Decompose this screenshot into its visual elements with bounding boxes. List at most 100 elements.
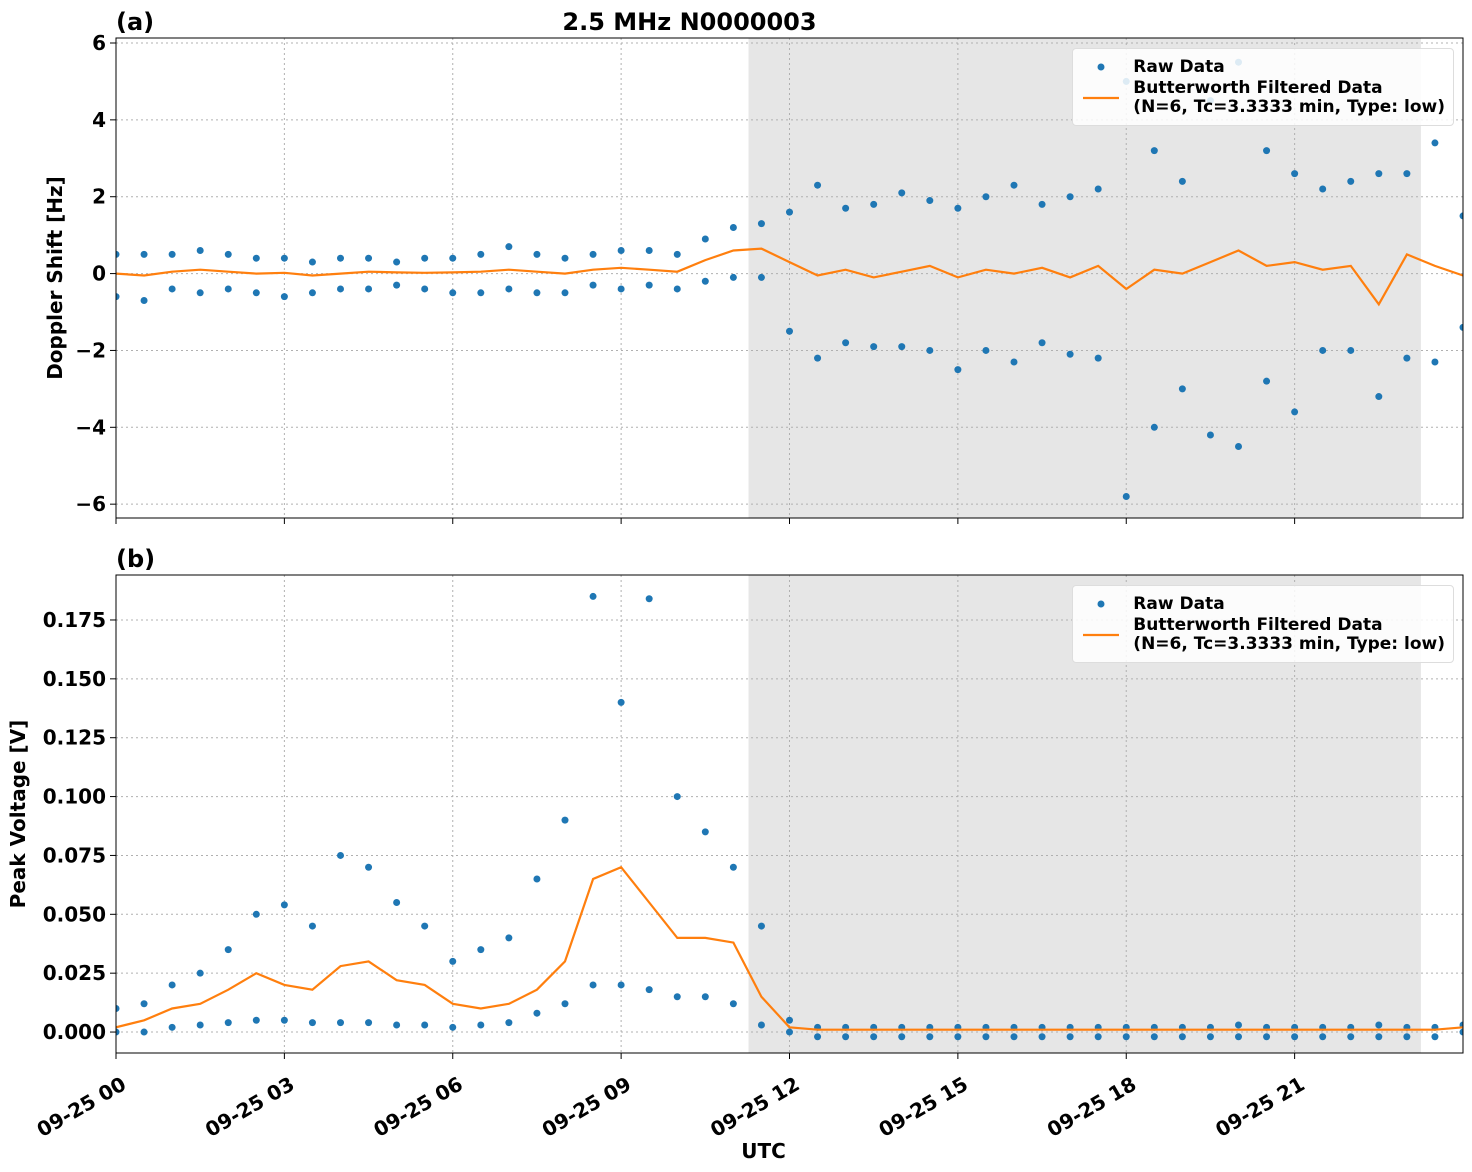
raw-point [673,250,681,258]
raw-point [729,273,737,281]
raw-point [393,281,401,289]
raw-point [701,277,709,285]
raw-point [393,258,401,266]
legend-entry: Raw Data [1081,57,1445,77]
raw-point [168,1023,176,1031]
raw-point [168,285,176,293]
raw-point [1038,1033,1046,1041]
raw-point [477,250,485,258]
raw-point [224,285,232,293]
raw-point [1094,185,1102,193]
legend-label: Raw Data [1133,56,1225,77]
raw-point [421,285,429,293]
y-tick-label: 6 [92,31,106,55]
raw-point [926,1033,934,1041]
x-axis-label: UTC [741,1139,786,1163]
raw-point [365,863,373,871]
y-axis-label: Peak Voltage [V] [6,720,30,909]
raw-point [421,922,429,930]
raw-point [224,250,232,258]
raw-point [814,1033,822,1041]
legend-label: Butterworth Filtered Data (N=6, Tc=3.333… [1133,78,1445,117]
raw-point [196,247,204,255]
raw-point [814,354,822,362]
legend-symbol [1083,633,1120,637]
raw-point [729,223,737,231]
raw-point [449,254,457,262]
raw-point [645,595,653,603]
raw-point [701,993,709,1001]
raw-point [645,986,653,994]
raw-point [926,346,934,354]
raw-point [589,592,597,600]
raw-point [224,1019,232,1027]
raw-point [140,250,148,258]
raw-point [533,250,541,258]
raw-point [116,1004,120,1012]
raw-point [196,1021,204,1029]
raw-point [729,1000,737,1008]
axes-frame [115,37,1464,519]
panel-label: (a) [116,8,154,36]
raw-point [168,250,176,258]
raw-point [1150,423,1158,431]
legend: Raw Data Butterworth Filtered Data (N=6, … [1072,48,1454,126]
raw-point [505,934,513,942]
raw-point [140,1000,148,1008]
raw-point [1178,385,1186,393]
raw-point [757,273,765,281]
x-tick-label: 09-25 00 [33,1072,131,1142]
raw-point [982,193,990,201]
raw-point [252,910,260,918]
raw-point [1038,339,1046,347]
y-tick-label: 0 [92,262,106,286]
raw-point [561,254,569,262]
raw-point [308,289,316,297]
raw-point [561,289,569,297]
legend-label: Butterworth Filtered Data (N=6, Tc=3.333… [1133,615,1445,654]
raw-point [421,254,429,262]
legend-dot [1097,600,1105,608]
y-tick-label: 0.175 [43,608,106,632]
raw-point [786,208,793,216]
legend-entry: Butterworth Filtered Data (N=6, Tc=3.333… [1081,616,1445,654]
raw-point [926,197,934,205]
raw-point [1347,177,1355,185]
raw-point [617,698,625,706]
raw-point [280,1016,288,1024]
raw-point [1066,1033,1074,1041]
raw-point [116,1028,120,1036]
raw-point [533,1009,541,1017]
raw-point [1122,1033,1130,1041]
raw-point [449,1023,457,1031]
raw-point [757,220,765,228]
y-tick-label: 0.100 [43,785,106,809]
x-tick-label: 09-25 21 [1211,1072,1309,1142]
raw-point [1431,358,1439,366]
raw-point [1150,147,1158,155]
raw-point [1010,181,1018,189]
x-tick-label: 09-25 03 [201,1072,299,1142]
raw-point [365,285,373,293]
raw-point [337,254,344,262]
raw-point [982,346,990,354]
y-tick-label: 4 [92,108,106,132]
raw-point [1010,1033,1018,1041]
raw-point [337,1019,344,1027]
raw-point [140,296,148,304]
raw-point [645,281,653,289]
raw-point [1206,1033,1214,1041]
y-tick-label: 0.125 [43,726,106,750]
raw-point [673,993,681,1001]
raw-point [1178,177,1186,185]
raw-point [842,1033,850,1041]
raw-point [280,901,288,909]
raw-point [1319,185,1327,193]
filtered-line [116,247,1463,307]
legend: Raw Data Butterworth Filtered Data (N=6, … [1072,585,1454,663]
raw-point [1319,346,1327,354]
x-tick-label: 09-25 12 [706,1072,804,1142]
raw-point [116,250,120,258]
raw-point [1347,1033,1355,1041]
